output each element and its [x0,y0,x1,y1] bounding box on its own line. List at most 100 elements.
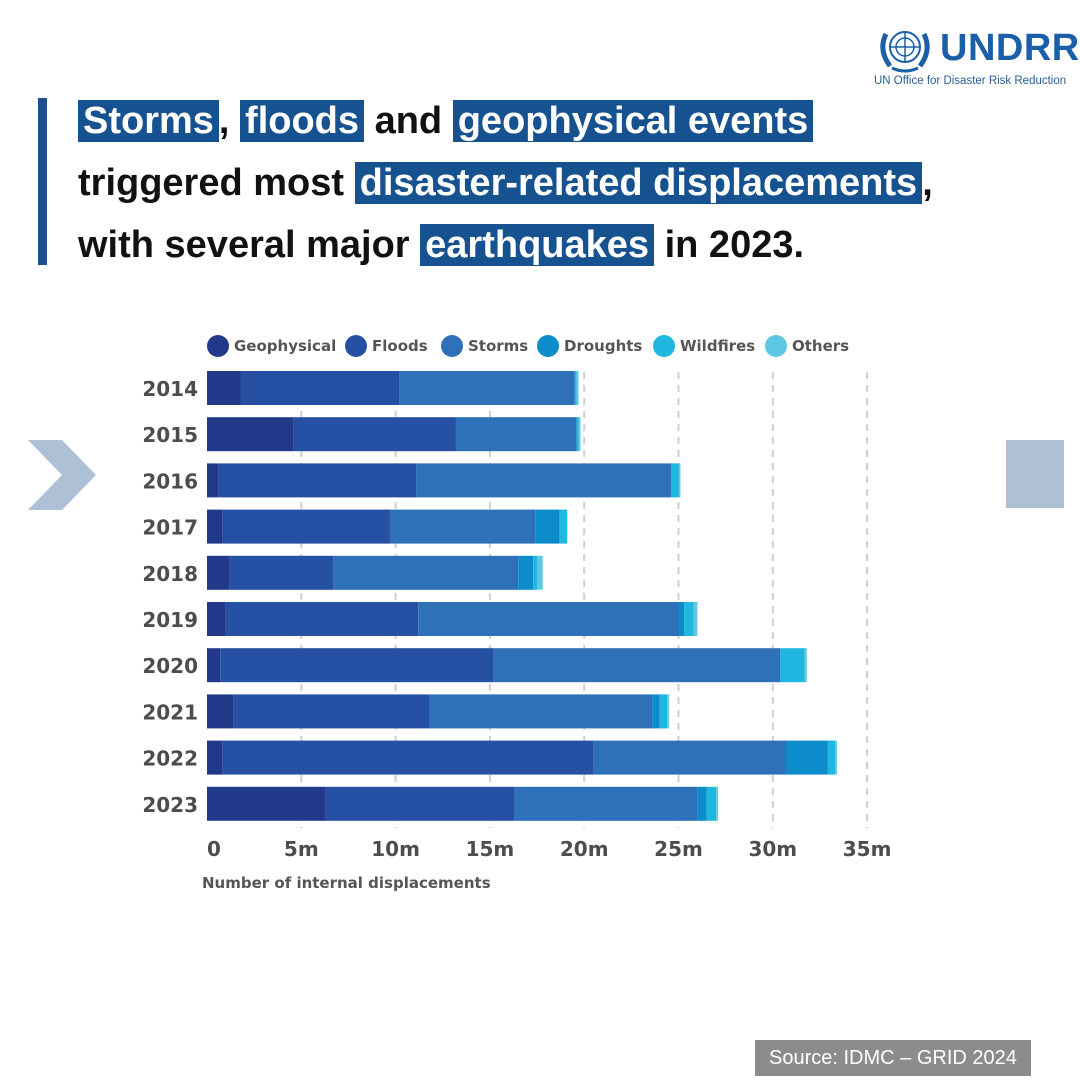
bar-segment-wildfires-2016 [670,463,679,498]
highlight-disaster-related-displacements: disaster-related displacements [354,162,923,204]
bar-segment-geophysical-2014 [207,371,241,405]
bar-segment-storms-2022 [593,740,787,775]
brand-subtitle: UN Office for Disaster Risk Reduction [874,75,1067,87]
headline-accent-bar [38,98,47,265]
highlight-geophysical-events: geophysical events [452,100,814,142]
bar-segment-wildfires-2020 [780,648,805,683]
bar-segment-droughts-2023 [697,786,707,821]
chart-legend: Geophysical Floods Storms Droughts Wildfires… [207,335,849,357]
bar-segment-others-2014 [576,371,579,405]
bar-segment-geophysical-2016 [207,463,219,498]
bar-segment-floods-2022 [222,740,594,775]
bar-segment-others-2022 [835,740,837,775]
bar-segment-droughts-2017 [535,509,560,544]
year-label: 2017 [142,516,198,540]
highlight-earthquakes: earthquakes [420,224,655,266]
x-tick-label: 10m [371,837,420,861]
bar-segment-floods-2020 [220,648,494,683]
headline-line-1: Storms, floods and geophysical events [78,90,1038,152]
year-label: 2023 [142,793,198,817]
bar-segment-floods-2019 [225,602,419,636]
x-tick-label: 15m [466,837,515,861]
bar-segment-wildfires-2015 [576,417,579,452]
year-label: 2018 [142,562,198,586]
bar-segment-others-2016 [678,463,681,498]
bar-segment-others-2018 [537,555,543,590]
legend-swatch-geophysical [207,335,229,357]
legend-label-storms: Storms [468,337,528,355]
bar-segment-droughts-2022 [786,740,828,775]
displacements-bar-chart: Geophysical Floods Storms Droughts Wildfires… [142,335,891,892]
bar-segment-wildfires-2022 [827,740,836,775]
bar-segment-storms-2015 [455,417,577,452]
legend-label-droughts: Droughts [564,337,642,355]
legend-swatch-storms [441,335,463,357]
x-tick-label: 20m [560,837,609,861]
bar-segment-droughts-2019 [678,602,685,636]
undrr-logo: UNDRR UN Office for Disaster Risk Reduct… [872,18,1079,94]
bar-segment-storms-2018 [333,555,519,590]
legend-swatch-droughts [537,335,559,357]
legend-swatch-others [765,335,787,357]
bar-segment-geophysical-2018 [207,555,230,590]
bar-segment-others-2020 [804,648,807,683]
bar-segment-floods-2015 [293,417,456,452]
x-axis-title: Number of internal displacements [202,874,491,892]
year-label: 2022 [142,747,198,771]
bar-segment-floods-2023 [325,786,515,821]
legend-label-wildfires: Wildfires [680,337,755,355]
x-tick-label: 25m [654,837,703,861]
legend-label-floods: Floods [372,337,428,355]
x-tick-label: 30m [748,837,797,861]
headline-text: in 2023. [654,224,805,266]
bar-segment-others-2015 [578,417,581,452]
bar-segment-floods-2014 [240,371,400,405]
year-label: 2015 [142,423,198,447]
bar-segment-wildfires-2018 [533,555,538,590]
chart-bars [207,371,837,821]
x-tick-label: 35m [843,837,892,861]
un-emblem-icon [880,31,930,73]
bar-segment-others-2023 [716,786,719,821]
bar-segment-storms-2019 [418,602,679,636]
bar-segment-storms-2021 [429,694,653,729]
year-label: 2019 [142,608,198,632]
year-label: 2014 [142,377,198,401]
x-tick-label: 0 [207,837,221,861]
headline-line-2: triggered most disaster-related displace… [78,152,1038,214]
headline-line-3: with several major earthquakes in 2023. [78,214,1038,276]
chart-year-labels: 2014 2015 2016 2017 2018 2019 2020 2021 2022 2023 [142,377,198,817]
source-note: Source: IDMC – GRID 2024 [755,1040,1031,1076]
bar-segment-wildfires-2023 [706,786,717,821]
year-label: 2016 [142,469,198,493]
year-label: 2021 [142,700,198,724]
headline: Storms, floods and geophysical events tr… [78,90,1038,276]
bar-segment-wildfires-2021 [659,694,668,729]
x-tick-label: 5m [284,837,319,861]
bar-segment-geophysical-2022 [207,740,223,775]
bar-segment-droughts-2021 [652,694,660,729]
headline-text: triggered most [78,162,355,204]
bar-segment-floods-2021 [233,694,430,729]
highlight-floods: floods [240,100,365,142]
bar-segment-storms-2023 [514,786,698,821]
bar-segment-floods-2017 [222,509,390,544]
headline-text: and [364,100,453,142]
bar-segment-geophysical-2021 [207,694,234,729]
bar-segment-floods-2018 [229,555,334,590]
legend-label-geophysical: Geophysical [234,337,336,355]
previous-slide-chevron-icon[interactable] [28,440,98,510]
chart-x-tick-labels: 0 5m 10m 15m 20m 25m 30m 35m [207,837,891,861]
bar-segment-wildfires-2014 [574,371,577,405]
bar-segment-wildfires-2019 [684,602,694,636]
bar-segment-geophysical-2015 [207,417,294,452]
highlight-storms: Storms [78,100,219,142]
bar-segment-storms-2020 [493,648,781,683]
bar-segment-floods-2016 [218,463,417,498]
bar-segment-others-2021 [667,694,670,729]
next-slide-square-icon[interactable] [1006,440,1064,508]
bar-segment-others-2019 [693,602,698,636]
brand-name: UNDRR [940,27,1080,69]
bar-segment-geophysical-2023 [207,786,326,821]
bar-segment-storms-2016 [416,463,671,498]
